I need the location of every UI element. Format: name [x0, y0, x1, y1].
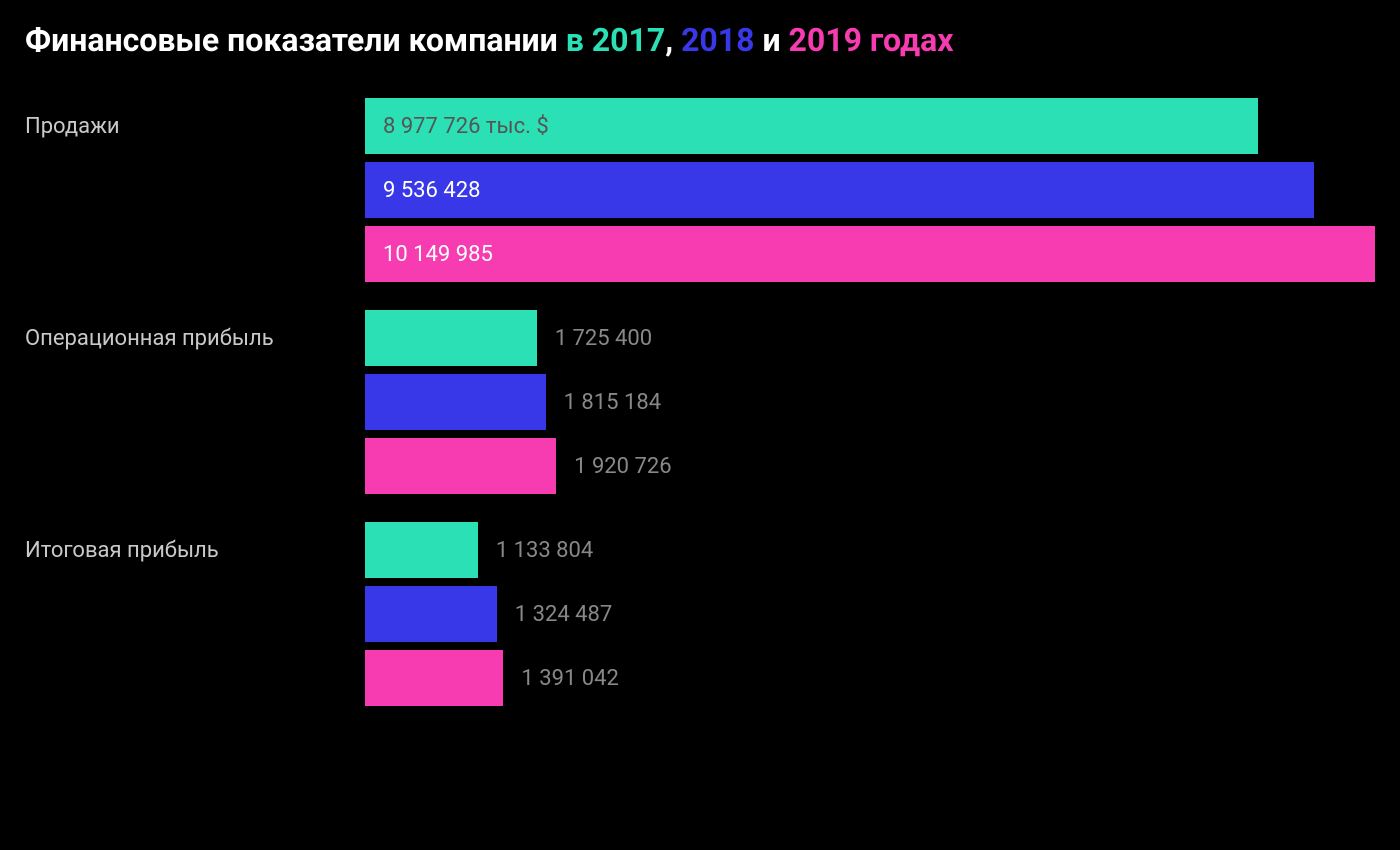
title-year-2019: 2019 годах: [789, 21, 954, 59]
bars-container: 1 133 804 1 324 487 1 391 042: [365, 522, 1375, 706]
title-sep-2: и: [755, 21, 789, 59]
bar-value-label: 8 977 726 тыс. $: [383, 114, 549, 139]
bar-row: 1 391 042: [365, 650, 1375, 706]
bar: [365, 650, 503, 706]
bar-row: 1 920 726: [365, 438, 1375, 494]
bar: [365, 586, 497, 642]
bar: [365, 438, 556, 494]
bar-value-label: 1 815 184: [564, 390, 661, 415]
group-label: Итоговая прибыль: [25, 522, 365, 563]
title-year-2017: в 2017: [566, 21, 665, 59]
bar-value-label: 1 391 042: [521, 666, 618, 691]
bar-chart: Продажи 8 977 726 тыс. $ 9 536 428 10 149 9…: [25, 98, 1375, 706]
chart-group: Операционная прибыль1 725 4001 815 1841 …: [25, 310, 1375, 494]
bar-value-label: 10 149 985: [383, 242, 493, 267]
bars-container: 8 977 726 тыс. $ 9 536 428 10 149 985: [365, 98, 1375, 282]
bar-row: 1 133 804: [365, 522, 1375, 578]
bar-row: 8 977 726 тыс. $: [365, 98, 1375, 154]
bar-value-label: 1 920 726: [574, 454, 671, 479]
bar: [365, 374, 546, 430]
bar: [365, 310, 537, 366]
bar-row: 1 324 487: [365, 586, 1375, 642]
bar-value-label: 1 725 400: [555, 326, 652, 351]
bar: 10 149 985: [365, 226, 1375, 282]
chart-group: Продажи 8 977 726 тыс. $ 9 536 428 10 149 9…: [25, 98, 1375, 282]
bar-row: 9 536 428: [365, 162, 1375, 218]
title-main: Финансовые показатели компании: [25, 21, 558, 59]
title-year-2018: 2018: [681, 21, 754, 59]
title-sep-1: ,: [665, 21, 681, 59]
bar-row: 1 725 400: [365, 310, 1375, 366]
bar-row: 1 815 184: [365, 374, 1375, 430]
bar-value-label: 1 133 804: [496, 538, 593, 563]
group-label: Продажи: [25, 98, 365, 139]
bar: 8 977 726 тыс. $: [365, 98, 1258, 154]
chart-title: Финансовые показатели компании в 2017, 2…: [25, 20, 1375, 60]
bar: 9 536 428: [365, 162, 1314, 218]
bars-container: 1 725 400 1 815 184 1 920 726: [365, 310, 1375, 494]
bar-value-label: 9 536 428: [383, 178, 480, 203]
bar: [365, 522, 478, 578]
bar-value-label: 1 324 487: [515, 602, 612, 627]
chart-group: Итоговая прибыль 1 133 804 1 324 487 1 391 …: [25, 522, 1375, 706]
bar-row: 10 149 985: [365, 226, 1375, 282]
group-label: Операционная прибыль: [25, 310, 365, 351]
